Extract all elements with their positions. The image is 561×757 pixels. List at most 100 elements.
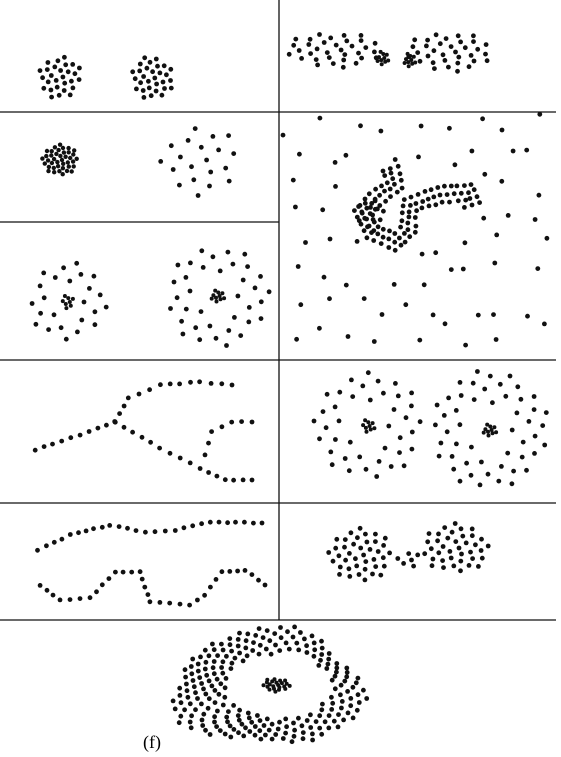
dot [133,528,139,533]
dot [477,200,482,206]
dot [462,240,468,246]
dot [243,638,249,644]
dot [91,526,96,532]
dot [428,546,434,552]
dot [246,715,252,721]
dot [239,721,245,727]
dot [421,282,427,288]
dot [216,519,222,525]
dot [359,210,365,216]
dot [381,563,387,569]
dot [346,468,352,474]
dot [371,219,377,225]
dot [471,58,477,64]
dot [361,687,366,693]
dot [63,62,69,68]
dot [60,145,66,151]
dot [453,408,459,413]
dot [58,325,64,331]
dot [409,557,414,563]
dot [346,566,352,572]
dot [198,144,204,150]
dot [202,452,208,458]
dot [515,384,521,390]
dot [327,296,332,302]
dot [187,460,193,466]
dot [35,547,40,553]
dot [320,701,325,707]
dot [479,536,484,542]
dot [261,723,267,728]
dot [197,379,203,385]
dot [520,439,526,445]
dot [490,431,495,436]
dot [148,439,154,445]
dot [77,432,83,438]
dot [130,69,136,75]
dot [444,429,450,435]
dot [363,531,368,537]
dot [283,686,288,691]
dot [392,181,397,187]
dot [246,305,252,310]
dot [229,382,235,388]
dot [265,684,270,689]
dot [252,285,258,291]
dot [249,572,255,577]
dot [485,543,491,549]
dot [121,424,127,430]
dot [231,727,237,732]
dot [257,728,263,734]
dot [321,40,327,45]
dot [188,260,193,266]
dot [177,685,183,691]
dot [485,471,491,477]
dot [415,552,421,558]
dot [298,302,304,308]
dot [296,715,301,721]
dot [258,299,264,305]
dot [433,32,439,38]
dot [209,683,215,689]
dot [42,161,47,166]
dot [311,418,317,424]
dot [197,337,203,343]
dot [87,286,92,291]
dot [378,241,384,247]
dot [425,196,431,202]
dot [462,183,467,189]
dot [531,407,537,412]
dot [458,526,464,532]
dot [229,660,235,666]
dot [44,153,49,159]
dot [249,419,255,425]
dot [171,279,177,285]
dot [412,215,418,220]
dot [476,564,481,569]
dot [332,686,338,692]
dot [433,250,439,256]
dot [457,422,463,428]
dot [44,148,50,154]
dot [217,268,223,274]
dot [307,36,313,42]
dot [402,231,407,236]
dot [343,282,349,288]
dot [426,203,432,209]
dot [355,692,361,698]
dot [480,116,485,122]
dot [144,65,150,71]
dot [59,438,65,444]
dot [158,382,163,388]
dot [232,655,238,661]
dot [195,193,201,198]
dot [97,292,103,298]
dot [188,664,194,669]
dot [45,60,51,65]
dot [182,707,188,713]
dot [187,602,193,608]
dot [224,714,230,720]
dot [236,717,242,723]
dot [45,158,51,163]
dot [344,665,350,671]
